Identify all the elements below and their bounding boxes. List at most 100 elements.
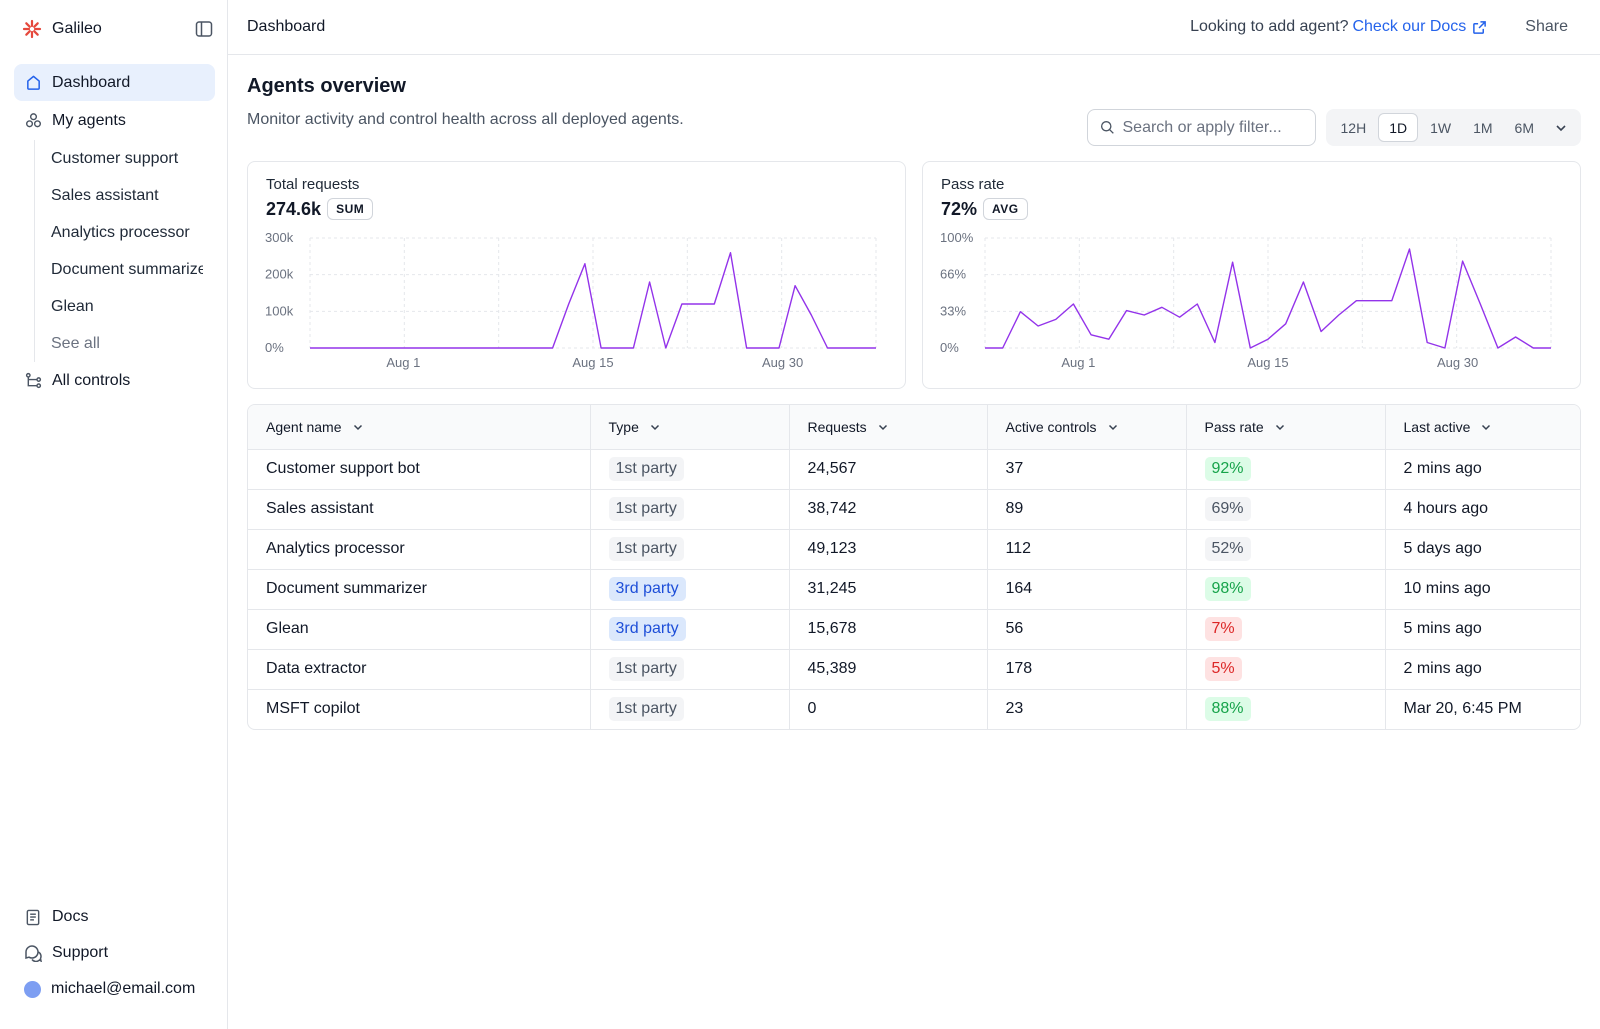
table-row[interactable]: MSFT copilot 1st party 0 23 88% Mar 20, 6:45 … xyxy=(248,689,1580,729)
column-header-agent-name[interactable]: Agent name xyxy=(248,405,591,450)
sidebar-agent-document-summarizer[interactable]: Document summarizer xyxy=(51,260,203,278)
nav-all-controls-label: All controls xyxy=(52,371,131,389)
type-badge: 1st party xyxy=(608,457,684,481)
card-badge: AVG xyxy=(983,198,1028,220)
cell-last-active: 2 mins ago xyxy=(1385,449,1580,490)
cell-requests: 49,123 xyxy=(789,529,988,570)
column-header-label: Pass rate xyxy=(1204,418,1264,435)
footer-support[interactable]: Support xyxy=(14,935,215,971)
footer-docs[interactable]: Docs xyxy=(14,899,215,935)
cell-last-active: 5 days ago xyxy=(1385,529,1580,570)
cell-active-controls: 164 xyxy=(987,569,1187,610)
nav-all-controls[interactable]: All controls xyxy=(14,362,215,399)
y-tick-label: 200k xyxy=(265,267,294,282)
column-header-last-active[interactable]: Last active xyxy=(1385,405,1580,450)
cell-type: 1st party xyxy=(590,529,790,570)
type-badge: 1st party xyxy=(608,697,684,722)
home-icon xyxy=(24,74,42,92)
y-tick-label: 66% xyxy=(940,267,966,282)
cell-pass-rate: 98% xyxy=(1186,569,1386,610)
column-header-type[interactable]: Type xyxy=(590,405,790,450)
column-header-active-controls[interactable]: Active controls xyxy=(987,405,1187,450)
type-badge: 3rd party xyxy=(608,577,686,601)
brand-name: Galileo xyxy=(52,20,102,37)
external-link-icon xyxy=(1473,20,1487,34)
column-header-requests[interactable]: Requests xyxy=(789,405,988,450)
sidebar-agent-analytics-processor[interactable]: Analytics processor xyxy=(51,223,190,241)
sidebar-agent-customer-support[interactable]: Customer support xyxy=(51,149,179,167)
x-tick-label: Aug 15 xyxy=(572,355,613,370)
type-badge: 1st party xyxy=(608,537,684,561)
cell-active-controls: 178 xyxy=(987,649,1187,690)
type-badge: 3rd party xyxy=(608,617,686,641)
series-line xyxy=(310,252,876,349)
nav-dashboard[interactable]: Dashboard xyxy=(14,64,215,101)
controls-tree-icon xyxy=(24,372,42,390)
cell-pass-rate: 92% xyxy=(1186,449,1386,490)
cell-last-active: Mar 20, 6:45 PM xyxy=(1403,700,1522,718)
cell-type: 1st party xyxy=(590,449,790,490)
table-row[interactable]: Document summarizer 3rd party 31,245 164 98%… xyxy=(248,569,1580,610)
y-tick-label: 33% xyxy=(940,303,966,318)
pass-rate-badge: 5% xyxy=(1204,657,1242,681)
nav-my-agents[interactable]: My agents xyxy=(14,102,215,139)
docs-icon xyxy=(24,908,42,926)
agents-sublist: Customer support Sales assistant Analyti… xyxy=(34,140,215,362)
pass-rate-badge: 69% xyxy=(1204,497,1251,521)
card-title: Total requests xyxy=(266,176,360,193)
breadcrumb: Dashboard xyxy=(247,18,326,35)
cell-requests: 31,245 xyxy=(789,569,988,610)
footer-support-label: Support xyxy=(52,944,109,961)
search-input[interactable] xyxy=(1122,118,1303,137)
range-6m[interactable]: 6M xyxy=(1514,119,1534,136)
cell-agent-name: Data extractor xyxy=(248,649,591,690)
y-tick-label: 300k xyxy=(265,230,294,245)
cell-active-controls: 56 xyxy=(987,609,1187,650)
range-1d[interactable]: 1D xyxy=(1378,113,1419,142)
y-tick-label: 0% xyxy=(265,340,284,355)
add-agent-hint: Looking to add agent? Check our Docs xyxy=(1190,18,1487,36)
x-tick-label: Aug 1 xyxy=(1061,355,1095,370)
cell-requests: 0 xyxy=(789,689,988,729)
series-line xyxy=(985,248,1551,349)
table-row[interactable]: Data extractor 1st party 45,389 178 5% 2 mins… xyxy=(248,649,1580,690)
agents-table: Agent name Type Requests Active controls Pas… xyxy=(247,404,1581,730)
table-row[interactable]: Glean 3rd party 15,678 56 7% 5 mins ago xyxy=(248,609,1580,650)
range-12h[interactable]: 12H xyxy=(1340,119,1367,136)
collapse-sidebar-button[interactable] xyxy=(193,18,215,40)
cell-agent-name: Analytics processor xyxy=(248,529,591,570)
range-dropdown-button[interactable] xyxy=(1545,113,1577,142)
user-account[interactable]: michael@email.com xyxy=(14,971,215,1007)
pass-rate-card: Pass rate 72% AVG 0% 33% 66% 100% Aug 1 Aug 1… xyxy=(922,161,1581,389)
column-header-label: Agent name xyxy=(266,418,342,435)
cell-active-controls: 112 xyxy=(987,529,1187,570)
pass-rate-badge: 88% xyxy=(1204,697,1251,722)
x-tick-label: Aug 15 xyxy=(1247,355,1288,370)
range-1m[interactable]: 1M xyxy=(1473,119,1493,136)
cell-agent-name: Glean xyxy=(248,609,591,650)
cell-requests: 38,742 xyxy=(789,489,988,530)
share-button[interactable]: Share xyxy=(1525,18,1568,35)
cell-type: 1st party xyxy=(590,489,790,530)
cell-type: 3rd party xyxy=(590,609,790,650)
sidebar-agent-glean[interactable]: Glean xyxy=(51,297,94,315)
cell-agent-name: Sales assistant xyxy=(248,489,591,530)
total-requests-card: Total requests 274.6k SUM 0% 100k 200k 300k… xyxy=(247,161,906,389)
cell-type: 3rd party xyxy=(590,569,790,610)
cell-pass-rate: 5% xyxy=(1186,649,1386,690)
table-row[interactable]: Customer support bot 1st party 24,567 37 92%… xyxy=(248,449,1580,490)
see-all-link[interactable]: See all xyxy=(51,334,100,352)
search-box[interactable] xyxy=(1086,109,1316,146)
column-header-pass-rate[interactable]: Pass rate xyxy=(1186,405,1386,450)
sort-chevron-icon xyxy=(650,424,659,430)
range-1w[interactable]: 1W xyxy=(1430,119,1452,136)
check-docs-link[interactable]: Check our Docs xyxy=(1352,18,1487,36)
cell-requests: 15,678 xyxy=(789,609,988,650)
cell-active-controls: 37 xyxy=(987,449,1187,490)
agents-icon xyxy=(24,112,42,130)
table-row[interactable]: Sales assistant 1st party 38,742 89 69% 4 hou… xyxy=(248,489,1580,530)
sidebar-agent-sales-assistant[interactable]: Sales assistant xyxy=(51,186,159,204)
cell-last-active: 4 hours ago xyxy=(1385,489,1580,530)
card-value: 72% xyxy=(941,198,978,219)
table-row[interactable]: Analytics processor 1st party 49,123 112 52%… xyxy=(248,529,1580,570)
